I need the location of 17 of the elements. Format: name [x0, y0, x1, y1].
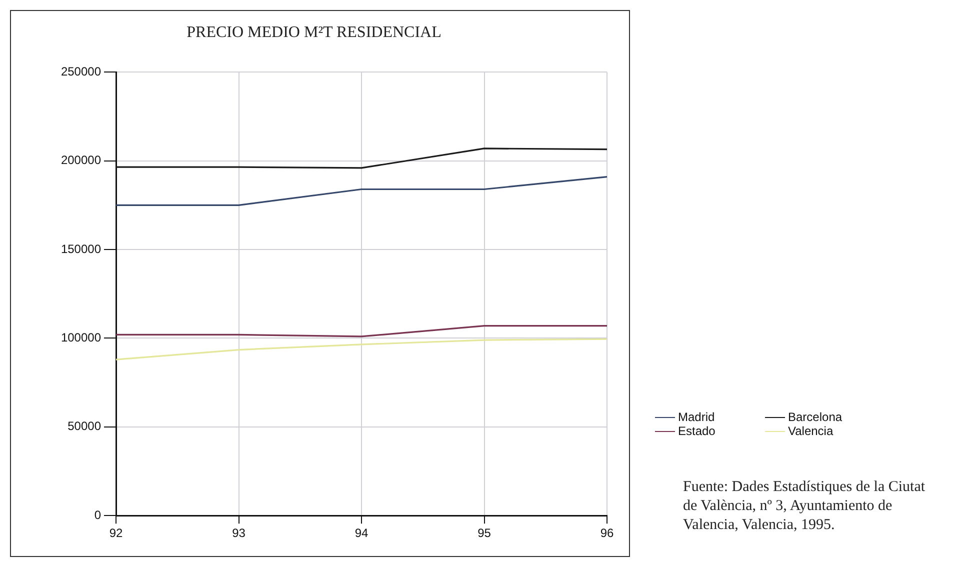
x-tick-label: 96 [600, 526, 614, 540]
x-tick-label: 95 [478, 526, 492, 540]
legend-label: Valencia [788, 424, 834, 438]
x-tick-label: 93 [232, 526, 246, 540]
source-note: Fuente: Dades Estadístiques de la Ciutat de València, nº 3, Ayuntamiento de Valencia, Valencia, 1995. [683, 478, 926, 535]
y-tick-label: 0 [94, 508, 102, 522]
y-tick-label: 200000 [60, 153, 102, 168]
y-tick-label: 250000 [60, 64, 102, 79]
x-tick-label: 92 [109, 526, 123, 540]
legend-label: Madrid [678, 410, 715, 424]
y-tick-label: 150000 [60, 242, 102, 256]
y-tick-label: 50000 [68, 419, 102, 434]
legend-label: Barcelona [788, 410, 842, 424]
x-tick-label: 94 [354, 526, 368, 540]
legend-label: Estado [678, 424, 716, 438]
y-tick-label: 100000 [60, 330, 102, 345]
chart-title: PRECIO MEDIO M²T RESIDENCIAL [186, 24, 442, 41]
